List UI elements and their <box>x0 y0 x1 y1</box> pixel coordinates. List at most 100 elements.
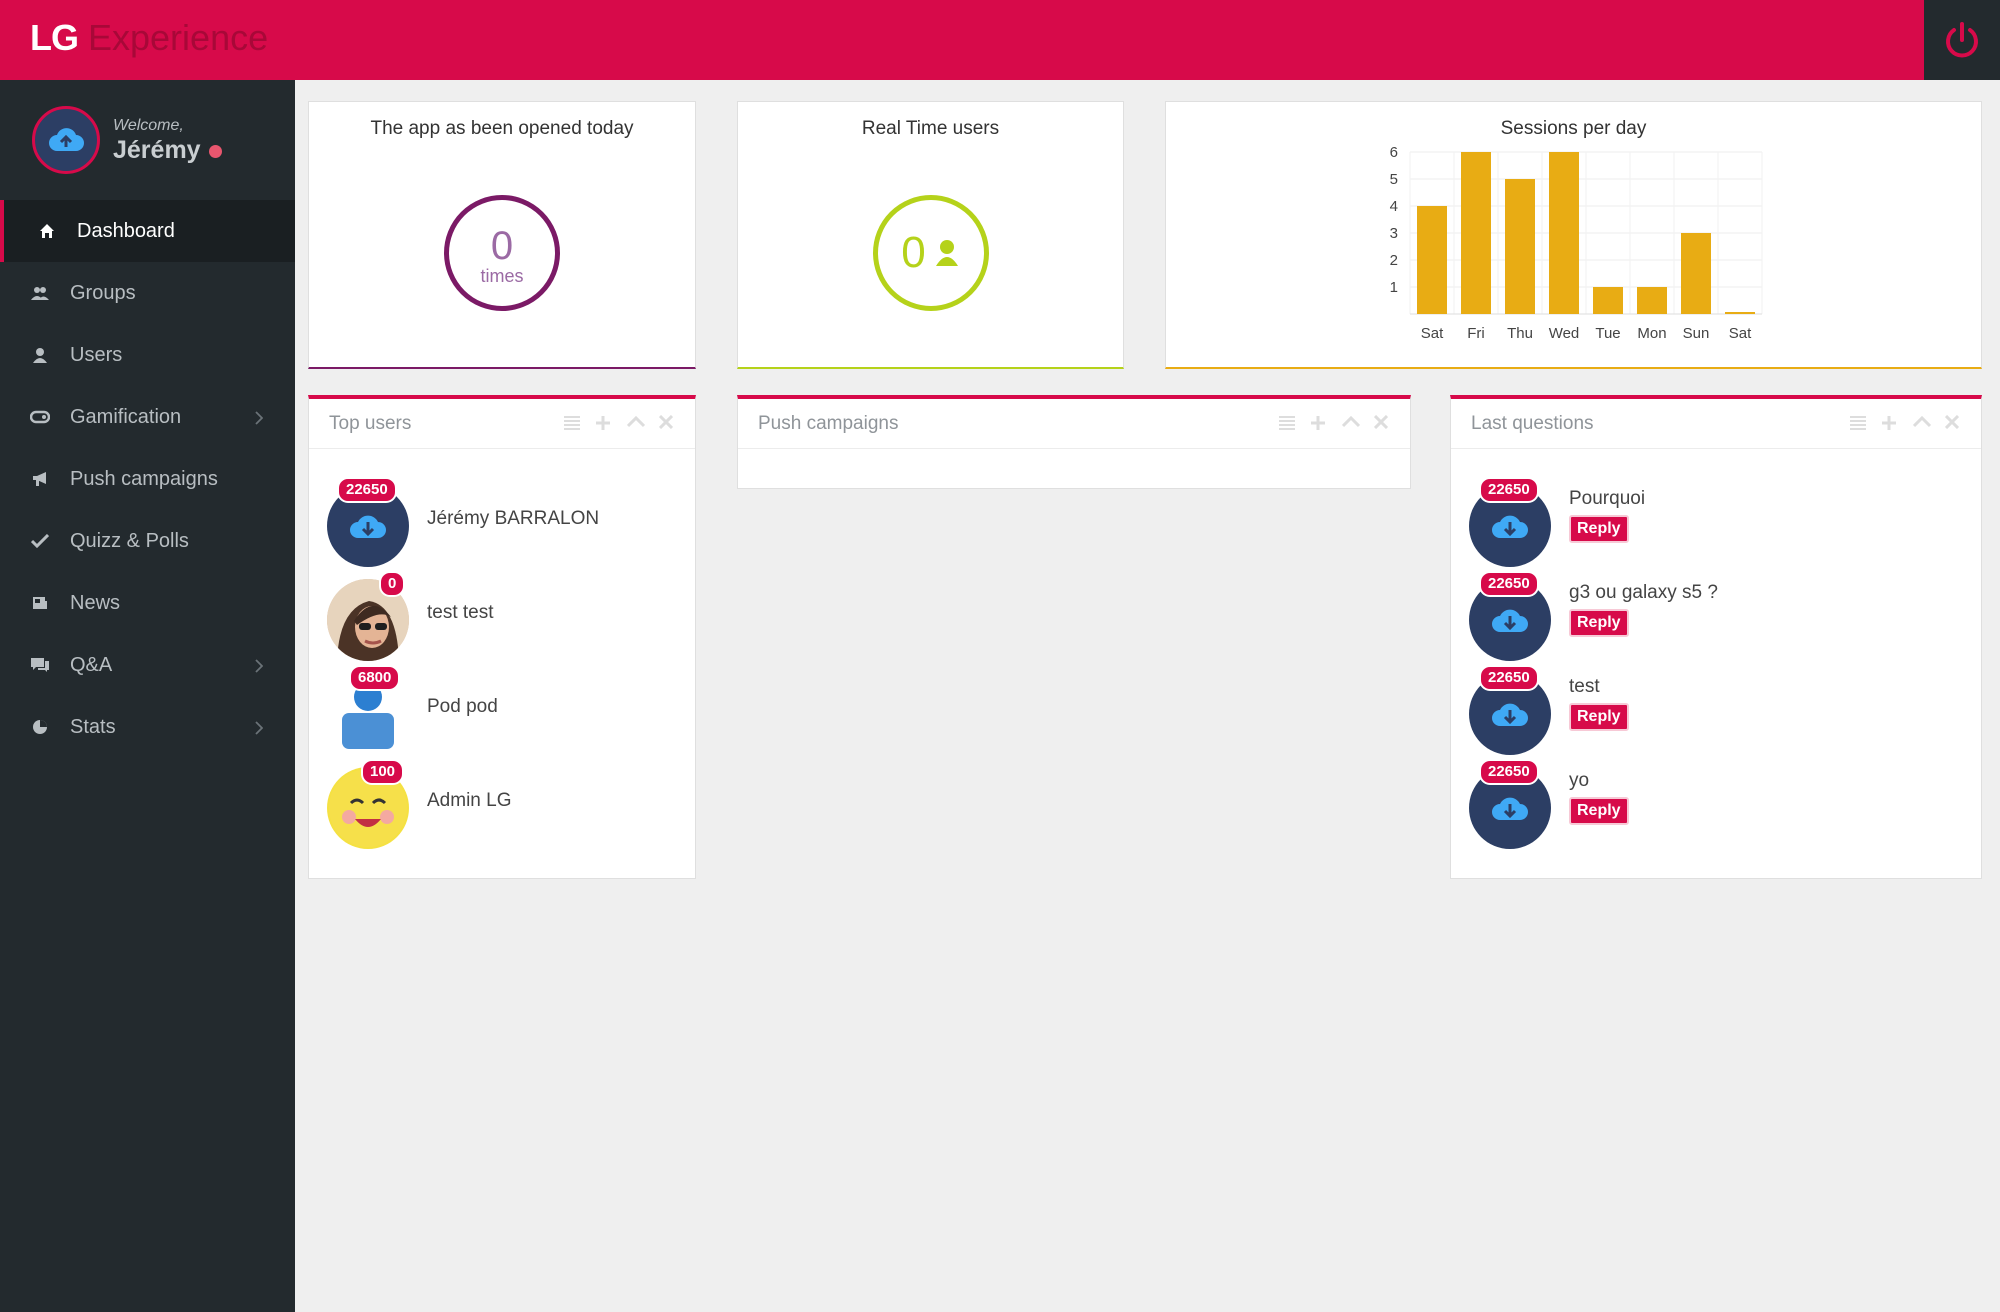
question-item: 22650 test Reply <box>1469 663 1829 755</box>
brand-logo[interactable]: LG Experience <box>30 18 268 58</box>
reply-button[interactable]: Reply <box>1569 515 1629 543</box>
y-tick-label: 1 <box>1390 279 1398 296</box>
avatar[interactable] <box>32 106 100 174</box>
user-icon <box>935 240 958 266</box>
sidebar-item-groups[interactable]: Groups <box>0 262 295 324</box>
sessions-card: Sessions per day 1 2 3 4 5 6 Sat Fri Thu Wed Tue Mo… <box>1165 101 1982 369</box>
list-icon[interactable] <box>1849 415 1867 433</box>
reply-button[interactable]: Reply <box>1569 703 1629 731</box>
reply-button[interactable]: Reply <box>1569 609 1629 637</box>
y-tick-label: 2 <box>1390 252 1398 269</box>
power-button[interactable] <box>1924 0 2000 80</box>
user-name: Jérémy <box>113 136 222 165</box>
list-item[interactable]: 22650 Jérémy BARRALON <box>327 475 687 567</box>
sidebar-item-news[interactable]: News <box>0 572 295 634</box>
top-users-header: Top users <box>309 399 695 449</box>
score-badge: 0 <box>379 571 406 597</box>
sidebar: Welcome, Jérémy Dashboard Groups Users G… <box>0 80 295 1312</box>
x-tick-label: Thu <box>1507 325 1533 342</box>
chart-bar <box>1417 206 1447 314</box>
y-tick-label: 4 <box>1390 198 1398 215</box>
score-badge: 100 <box>361 759 405 785</box>
user-icon <box>30 347 50 363</box>
sidebar-nav: Dashboard Groups Users Gamification Push… <box>0 200 295 758</box>
plus-icon[interactable] <box>1310 415 1328 433</box>
plus-icon[interactable] <box>595 415 613 433</box>
list-icon[interactable] <box>1278 415 1296 433</box>
list-item[interactable]: 100 Admin LG <box>327 757 687 849</box>
app-opened-title: The app as been opened today <box>370 118 634 139</box>
user-name: Jérémy BARRALON <box>427 508 600 529</box>
group-icon <box>30 285 50 301</box>
list-item[interactable]: 0 test test <box>327 569 687 661</box>
cloud-download-icon <box>1492 703 1528 726</box>
chevron-up-icon[interactable] <box>1912 415 1932 433</box>
chart-bar <box>1549 152 1579 314</box>
sidebar-item-users[interactable]: Users <box>0 324 295 386</box>
chart-bar <box>1461 152 1491 314</box>
sidebar-item-push-campaigns[interactable]: Push campaigns <box>0 448 295 510</box>
list-icon[interactable] <box>563 415 581 433</box>
score-badge: 22650 <box>1479 665 1539 691</box>
user-name: test test <box>427 602 494 623</box>
push-campaigns-header: Push campaigns <box>738 399 1410 449</box>
realtime-users-card: Real Time users 0 <box>737 101 1124 369</box>
smiley-icon <box>329 769 407 847</box>
sidebar-item-gamification[interactable]: Gamification <box>0 386 295 448</box>
home-icon <box>37 223 57 239</box>
chart-bar <box>1505 179 1535 314</box>
sessions-bar-chart: 1 2 3 4 5 6 Sat Fri Thu Wed Tue Mon Sun Sat <box>1390 144 1763 342</box>
sidebar-item-quizz-polls[interactable]: Quizz & Polls <box>0 510 295 572</box>
score-badge: 22650 <box>1479 571 1539 597</box>
top-users-widget: Top users 22650 Jérémy BARRALON 0 test t… <box>308 395 696 879</box>
last-questions-header: Last questions <box>1451 399 1981 449</box>
user-name-text: Jérémy <box>113 136 201 164</box>
close-icon[interactable] <box>658 414 677 433</box>
check-icon <box>30 534 50 548</box>
question-item: 22650 Pourquoi Reply <box>1469 475 1829 567</box>
sidebar-item-qa[interactable]: Q&A <box>0 634 295 696</box>
chart-bar <box>1681 233 1711 314</box>
sidebar-item-label: Quizz & Polls <box>70 529 189 552</box>
question-text: test <box>1569 676 1600 697</box>
x-tick-label: Sat <box>1729 325 1752 342</box>
x-tick-label: Sat <box>1421 325 1444 342</box>
close-icon[interactable] <box>1373 414 1392 433</box>
app-opened-ring: 0 times <box>444 195 560 311</box>
sidebar-item-label: News <box>70 591 121 614</box>
y-tick-label: 3 <box>1390 225 1398 242</box>
list-item[interactable]: 6800 Pod pod <box>327 663 687 749</box>
gamepad-icon <box>30 410 50 424</box>
cloud-download-icon <box>1492 797 1528 820</box>
chevron-right-icon <box>255 408 264 431</box>
close-icon[interactable] <box>1944 414 1963 433</box>
chevron-right-icon <box>255 656 264 679</box>
x-tick-label: Sun <box>1683 325 1710 342</box>
pie-chart-icon <box>30 719 50 735</box>
user-profile: Welcome, Jérémy <box>0 80 295 200</box>
realtime-users-title: Real Time users <box>861 118 1000 139</box>
sidebar-item-label: Q&A <box>70 653 113 676</box>
cloud-upload-icon <box>49 128 84 151</box>
newspaper-icon <box>30 596 50 610</box>
score-badge: 22650 <box>1479 759 1539 785</box>
realtime-users-count: 0 <box>901 228 926 277</box>
app-opened-count: 0 <box>490 223 514 268</box>
sidebar-item-label: Push campaigns <box>70 467 218 490</box>
cloud-download-icon <box>1492 515 1528 538</box>
app-opened-card: The app as been opened today 0 times <box>308 101 696 369</box>
brand-product: Experience <box>88 17 269 58</box>
sidebar-item-stats[interactable]: Stats <box>0 696 295 758</box>
plus-icon[interactable] <box>1881 415 1899 433</box>
sidebar-item-dashboard[interactable]: Dashboard <box>0 200 295 262</box>
question-text: g3 ou galaxy s5 ? <box>1569 582 1718 603</box>
chart-bar <box>1637 287 1667 314</box>
chevron-up-icon[interactable] <box>1341 415 1361 433</box>
x-tick-label: Fri <box>1467 325 1485 342</box>
chevron-up-icon[interactable] <box>626 415 646 433</box>
last-questions-widget: Last questions 22650 Pourquoi Reply 2265… <box>1450 395 1982 879</box>
score-badge: 22650 <box>337 477 397 503</box>
y-tick-label: 6 <box>1390 144 1398 161</box>
widget-tools <box>563 414 677 433</box>
reply-button[interactable]: Reply <box>1569 797 1629 825</box>
